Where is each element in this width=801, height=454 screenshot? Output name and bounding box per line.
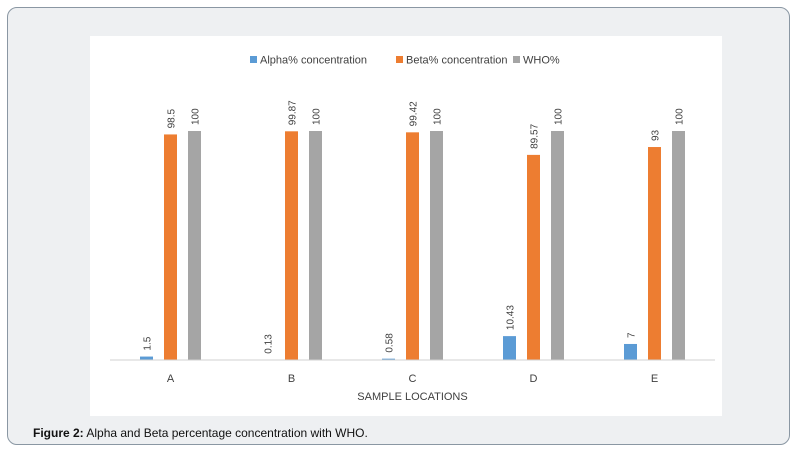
data-label-c-series-1: 0.58 bbox=[385, 333, 396, 353]
bar-b-series-3 bbox=[309, 131, 322, 360]
bar-d-series-3 bbox=[551, 131, 564, 360]
legend-label-2: Beta% concentration bbox=[406, 55, 508, 67]
bar-e-series-2 bbox=[648, 147, 661, 360]
bar-chart: Alpha% concentration Beta% concentration W… bbox=[110, 55, 715, 403]
x-axis-title: SAMPLE LOCATIONS bbox=[357, 391, 467, 403]
caption-label: Figure 2: bbox=[33, 426, 84, 440]
data-label-d-series-2: 89.57 bbox=[530, 123, 541, 148]
bar-c-series-1 bbox=[382, 358, 395, 360]
x-tick-label-c: C bbox=[409, 373, 417, 385]
data-label-a-series-3: 100 bbox=[191, 108, 202, 125]
data-label-c-series-2: 99.42 bbox=[409, 101, 420, 126]
data-label-d-series-3: 100 bbox=[554, 108, 565, 125]
bar-c-series-2 bbox=[406, 132, 419, 360]
bar-e-series-3 bbox=[672, 131, 685, 360]
data-label-e-series-2: 93 bbox=[651, 129, 662, 141]
data-label-a-series-2: 98.5 bbox=[167, 109, 178, 129]
figure-frame: Alpha% concentration Beta% concentration W… bbox=[7, 7, 790, 445]
data-label-e-series-1: 7 bbox=[627, 332, 638, 338]
bar-b-series-2 bbox=[285, 131, 298, 360]
x-tick-label-d: D bbox=[530, 373, 538, 385]
chart-panel: Alpha% concentration Beta% concentration W… bbox=[90, 36, 722, 416]
bar-e-series-1 bbox=[624, 343, 637, 360]
figure-caption: Figure 2: Alpha and Beta percentage conc… bbox=[33, 426, 368, 440]
caption-text: Alpha and Beta percentage concentration … bbox=[86, 426, 368, 440]
legend-label-1: Alpha% concentration bbox=[260, 55, 367, 67]
data-label-b-series-1: 0.13 bbox=[264, 334, 275, 354]
data-label-b-series-3: 100 bbox=[312, 108, 323, 125]
legend-swatch-1 bbox=[250, 56, 257, 63]
bar-a-series-2 bbox=[164, 134, 177, 360]
bar-a-series-1 bbox=[140, 356, 153, 360]
legend-swatch-3 bbox=[513, 56, 520, 63]
x-tick-label-e: E bbox=[651, 373, 658, 385]
bar-d-series-1 bbox=[503, 336, 516, 360]
bar-d-series-2 bbox=[527, 154, 540, 360]
data-label-b-series-2: 99.87 bbox=[288, 100, 299, 125]
bar-a-series-3 bbox=[188, 131, 201, 360]
data-label-c-series-3: 100 bbox=[433, 108, 444, 125]
x-tick-label-b: B bbox=[288, 373, 295, 385]
data-label-e-series-3: 100 bbox=[675, 108, 686, 125]
data-label-a-series-1: 1.5 bbox=[143, 336, 154, 350]
legend-label-3: WHO% bbox=[523, 55, 560, 67]
x-tick-label-a: A bbox=[167, 373, 175, 385]
data-label-d-series-1: 10.43 bbox=[506, 305, 517, 330]
legend-swatch-2 bbox=[396, 56, 403, 63]
bar-c-series-3 bbox=[430, 131, 443, 360]
